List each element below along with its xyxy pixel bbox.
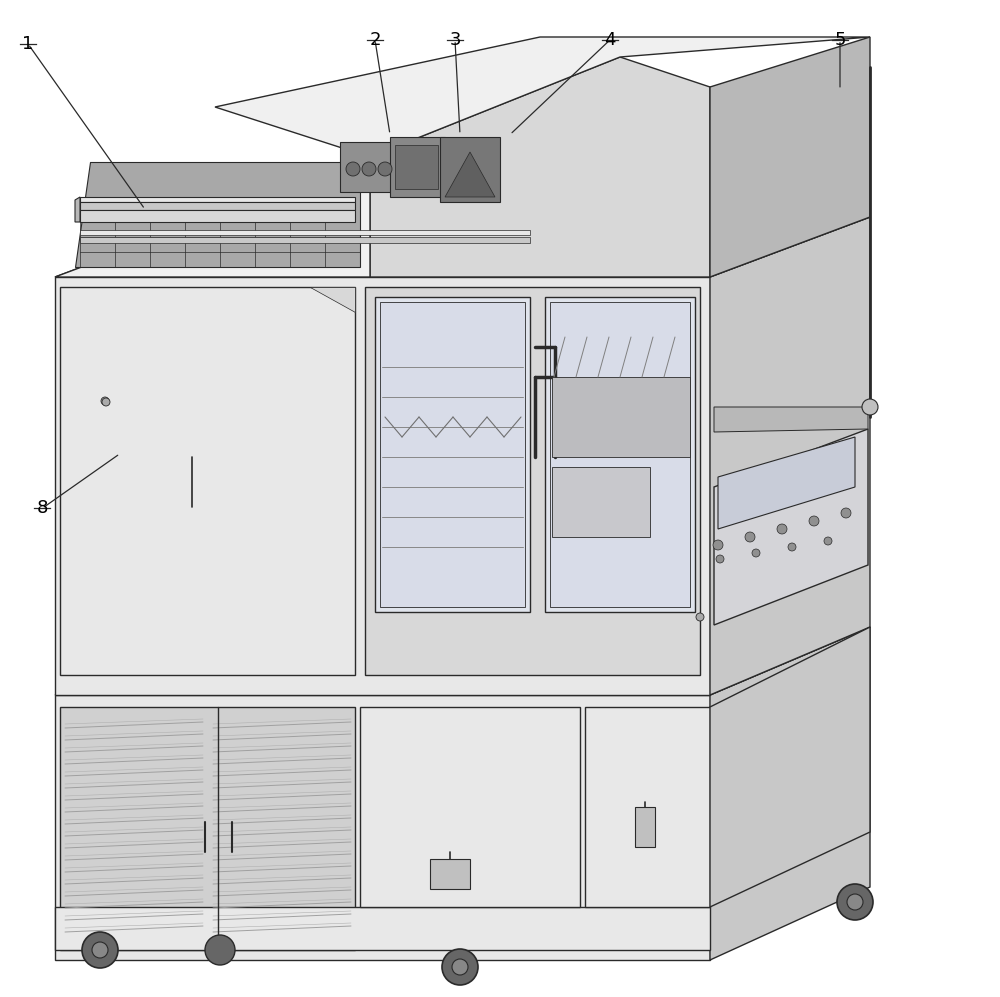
Circle shape bbox=[452, 959, 468, 975]
Circle shape bbox=[346, 162, 360, 176]
Polygon shape bbox=[550, 302, 690, 607]
Text: 1: 1 bbox=[22, 35, 34, 53]
Polygon shape bbox=[440, 137, 500, 202]
Polygon shape bbox=[55, 277, 710, 695]
Polygon shape bbox=[552, 377, 690, 457]
Polygon shape bbox=[215, 37, 870, 157]
Polygon shape bbox=[714, 407, 868, 432]
Circle shape bbox=[862, 399, 878, 415]
Circle shape bbox=[362, 162, 376, 176]
Polygon shape bbox=[60, 707, 355, 950]
Polygon shape bbox=[60, 287, 355, 675]
Text: 3: 3 bbox=[449, 31, 461, 49]
Circle shape bbox=[101, 397, 109, 405]
Text: 5: 5 bbox=[834, 31, 846, 49]
Text: 4: 4 bbox=[604, 31, 616, 49]
Text: 2: 2 bbox=[369, 31, 381, 49]
Polygon shape bbox=[718, 437, 855, 529]
Polygon shape bbox=[360, 707, 580, 907]
Polygon shape bbox=[375, 297, 530, 612]
Text: 8: 8 bbox=[36, 499, 48, 517]
Circle shape bbox=[824, 537, 832, 545]
Circle shape bbox=[752, 549, 760, 557]
Circle shape bbox=[716, 555, 724, 563]
Polygon shape bbox=[55, 217, 870, 277]
Polygon shape bbox=[390, 137, 445, 197]
Polygon shape bbox=[585, 707, 710, 907]
Polygon shape bbox=[710, 627, 870, 907]
Polygon shape bbox=[445, 152, 495, 197]
Polygon shape bbox=[80, 202, 355, 210]
Polygon shape bbox=[710, 37, 870, 277]
Polygon shape bbox=[340, 142, 395, 192]
Circle shape bbox=[696, 613, 704, 621]
Circle shape bbox=[847, 894, 863, 910]
Circle shape bbox=[205, 935, 235, 965]
Polygon shape bbox=[310, 287, 355, 312]
Polygon shape bbox=[75, 197, 80, 222]
Polygon shape bbox=[552, 467, 650, 537]
Circle shape bbox=[837, 884, 873, 920]
Polygon shape bbox=[714, 429, 868, 625]
Polygon shape bbox=[55, 907, 710, 950]
Polygon shape bbox=[380, 302, 525, 607]
Circle shape bbox=[378, 162, 392, 176]
Polygon shape bbox=[710, 627, 870, 960]
Circle shape bbox=[788, 543, 796, 551]
Circle shape bbox=[82, 932, 118, 968]
Polygon shape bbox=[75, 162, 360, 267]
Circle shape bbox=[102, 398, 110, 406]
Polygon shape bbox=[55, 157, 370, 277]
Polygon shape bbox=[80, 197, 355, 202]
Polygon shape bbox=[395, 145, 438, 189]
Polygon shape bbox=[80, 230, 530, 235]
Bar bbox=[635, 807, 655, 847]
Polygon shape bbox=[55, 695, 710, 960]
Circle shape bbox=[809, 516, 819, 526]
Polygon shape bbox=[710, 217, 870, 695]
Bar bbox=[430, 859, 470, 889]
Polygon shape bbox=[55, 627, 870, 695]
Polygon shape bbox=[365, 287, 700, 675]
Circle shape bbox=[713, 540, 723, 550]
Polygon shape bbox=[545, 297, 695, 612]
Polygon shape bbox=[80, 210, 355, 222]
Circle shape bbox=[92, 942, 108, 958]
Circle shape bbox=[841, 508, 851, 518]
Polygon shape bbox=[80, 237, 530, 243]
Circle shape bbox=[745, 532, 755, 542]
Polygon shape bbox=[370, 57, 710, 277]
Circle shape bbox=[442, 949, 478, 985]
Circle shape bbox=[777, 524, 787, 534]
